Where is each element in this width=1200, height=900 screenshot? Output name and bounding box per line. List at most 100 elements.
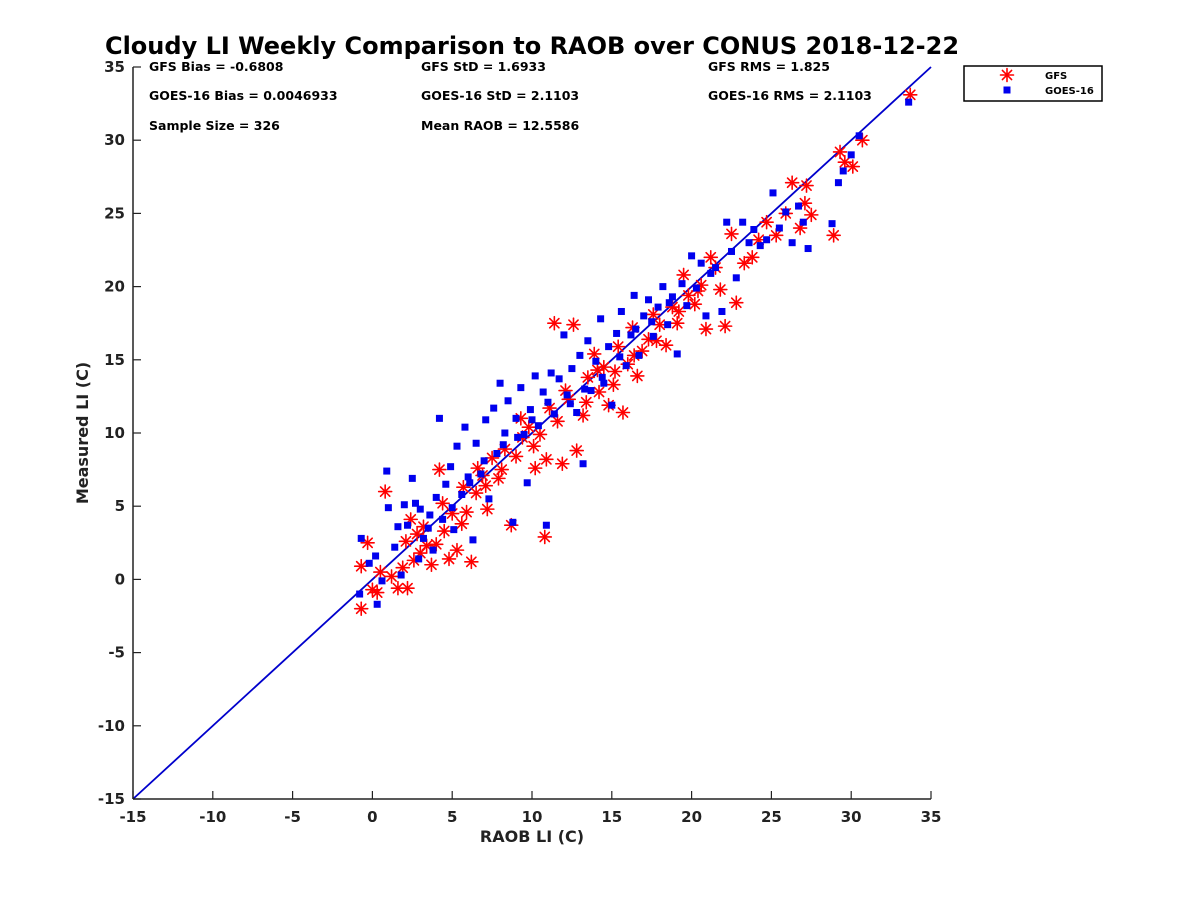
gfs-point [569,443,584,458]
goes16-point [597,315,605,323]
gfs-point [432,462,447,477]
goes16-point [847,151,855,159]
goes16-point [504,397,512,405]
legend-box [963,65,1103,102]
goes16-point [448,504,456,512]
gfs-point [384,569,399,584]
gfs-point [832,144,848,160]
goes16-point [520,430,528,438]
goes16-point [517,384,525,392]
gfs-point [630,368,645,384]
gfs-point [398,534,414,549]
gfs-point [526,438,541,454]
goes16-point [598,373,606,381]
goes16-point [632,325,640,333]
goes16-point [480,457,488,465]
goes16-point [584,337,592,345]
y-axis-label: Measured LI (C) [73,362,92,504]
goes16-point [668,293,676,301]
gfs-point [353,601,369,616]
goes16-point [617,307,625,315]
goes16-point [509,518,517,526]
y-tick-label: -15 [98,790,125,808]
gfs-point [550,413,565,429]
gfs-point [671,304,687,319]
goes16-point [442,480,450,488]
gfs-point [676,267,691,283]
goes16-point [496,379,504,387]
gfs-point [606,377,621,392]
legend-goes16-square-icon [1003,86,1011,94]
goes16-point [539,388,547,396]
gfs-point [478,478,494,494]
goes16-point [659,283,667,291]
goes16-point [573,409,581,417]
y-tick-label: 30 [104,131,125,149]
goes16-point [493,449,501,457]
stat-goes16-std: GOES-16 StD = 2.1103 [421,88,579,103]
goes16-point [775,224,783,232]
goes16-point [756,242,764,250]
gfs-point [826,228,841,243]
gfs-point [784,175,800,190]
goes16-point [697,259,705,267]
gfs-point [441,551,457,567]
goes16-point [534,422,542,430]
goes16-point [404,521,412,529]
gfs-point [713,282,728,297]
gfs-point [547,315,562,331]
y-tick-label: 25 [104,204,125,222]
goes16-point [394,523,402,531]
goes16-point [683,302,691,310]
goes16-point [723,218,731,226]
reference-line-layer [132,66,932,800]
goes16-point [834,179,842,187]
x-tick-label: -5 [284,808,301,826]
goes16-point [745,239,753,247]
goes16-point [566,400,574,408]
gfs-point [494,462,509,477]
gfs-point [799,178,814,193]
goes16-point [372,552,380,560]
gfs-point [724,226,739,242]
gfs-point [728,295,744,311]
goes16-point [654,303,662,311]
goes16-point [523,479,531,487]
goes16-point [469,536,477,544]
goes16-point [568,365,576,373]
goes16-point [664,321,672,329]
goes16-point [416,505,424,513]
gfs-point [377,484,393,499]
x-axis-ticks: -15 -10 -5 0 5 10 15 20 25 30 35 [119,791,941,826]
goes16-point [763,236,771,244]
gfs-point [459,504,474,520]
gfs-point [703,250,719,265]
goes16-point [429,546,437,554]
goes16-point [485,495,493,503]
goes16-point [616,353,624,361]
goes16-point [799,218,807,226]
gfs-point [373,564,388,580]
gfs-point [578,394,594,410]
goes16-point [635,351,643,359]
gfs-point [615,405,631,420]
goes16-point [673,350,681,358]
goes16-point [587,387,595,395]
goes16-point [648,318,656,326]
goes16-point [482,416,490,424]
goes16-point [613,329,621,337]
goes16-point [592,357,600,365]
gfs-point [353,558,369,574]
goes16-point [563,391,571,399]
goes16-point [461,423,469,431]
y-tick-label: -10 [98,717,125,735]
goes16-point [576,351,584,359]
goes16-point [788,239,796,247]
goes16-point [477,470,485,478]
x-tick-label: -10 [199,808,226,826]
stat-sample-size: Sample Size = 326 [149,118,280,133]
goes16-point [415,555,423,563]
gfs-series [353,87,918,616]
gfs-point [658,337,674,353]
goes16-point [739,218,747,226]
